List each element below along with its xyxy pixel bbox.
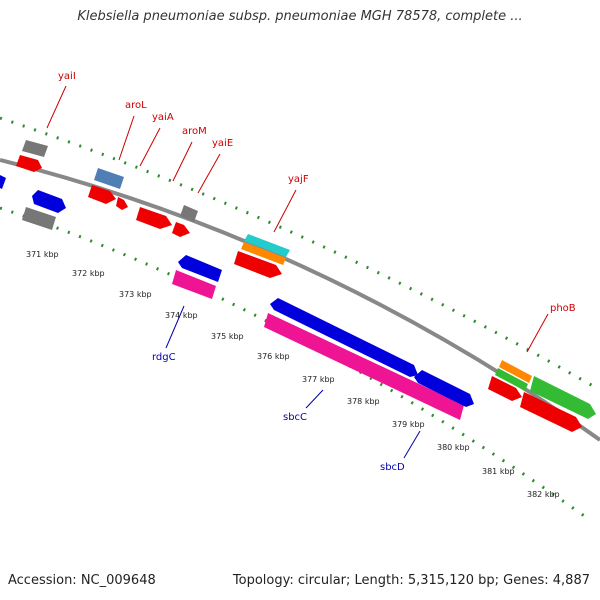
gene-feature <box>414 370 474 407</box>
gene-label: sbcD <box>380 462 405 473</box>
lower-gene-labels: rdgC sbcC sbcD <box>152 352 405 473</box>
gene-feature <box>488 376 522 401</box>
accession-text: Accession: NC_009648 <box>8 573 156 588</box>
gene-feature <box>180 205 198 222</box>
tick-label: 379 kbp <box>392 420 425 429</box>
gene-feature <box>495 368 528 391</box>
gene-feature <box>244 234 290 257</box>
gene-feature <box>234 251 282 278</box>
tick-label: 372 kbp <box>72 269 105 278</box>
upper-leaders <box>46 85 549 353</box>
tick-label: 380 kbp <box>437 443 470 452</box>
gene-feature <box>88 185 116 204</box>
tick-label: 381 kbp <box>482 467 515 476</box>
gene-feature <box>172 270 216 299</box>
gene-feature <box>499 360 532 383</box>
tick-label: 374 kbp <box>165 311 198 320</box>
lower-leaders <box>165 305 421 459</box>
tick-label: 371 kbp <box>26 250 59 259</box>
gene-label: aroM <box>182 126 207 137</box>
tick-label: 382 kbp <box>527 490 560 499</box>
tick-label: 378 kbp <box>347 397 380 406</box>
tick-label: 373 kbp <box>119 290 152 299</box>
tick-labels: 371 kbp 372 kbp 373 kbp 374 kbp 375 kbp … <box>26 250 560 499</box>
gene-feature <box>172 222 190 237</box>
reverse-genes <box>0 175 474 420</box>
gene-feature <box>16 155 42 172</box>
gene-feature <box>22 140 48 157</box>
outer-dotted-track <box>0 116 600 392</box>
upper-gene-labels: yaiI aroL yaiA aroM yaiE yajF phoB <box>58 71 576 314</box>
gene-feature <box>241 242 286 265</box>
gene-label: yaiE <box>212 138 233 149</box>
gene-label: phoB <box>550 303 576 314</box>
gene-label: aroL <box>125 100 147 111</box>
gene-feature <box>178 255 222 282</box>
forward-genes <box>16 140 596 432</box>
tick-label: 375 kbp <box>211 332 244 341</box>
map-title: Klebsiella pneumoniae subsp. pneumoniae … <box>77 9 523 24</box>
gene-feature <box>22 207 56 230</box>
gene-label: sbcC <box>283 412 307 423</box>
gene-feature <box>116 197 128 210</box>
gene-feature <box>0 175 6 189</box>
gene-feature <box>270 298 418 377</box>
gene-feature <box>264 313 464 420</box>
gene-feature <box>530 376 596 419</box>
gene-label: rdgC <box>152 352 176 363</box>
gene-label: yaiI <box>58 71 76 82</box>
gene-feature <box>94 168 124 189</box>
gene-feature <box>32 190 66 213</box>
tick-label: 376 kbp <box>257 352 290 361</box>
tick-label: 377 kbp <box>302 375 335 384</box>
summary-text: Topology: circular; Length: 5,315,120 bp… <box>232 573 590 588</box>
gene-feature <box>520 392 582 432</box>
gene-label: yaiA <box>152 112 174 123</box>
gene-label: yajF <box>288 174 309 185</box>
gene-feature <box>136 207 172 229</box>
